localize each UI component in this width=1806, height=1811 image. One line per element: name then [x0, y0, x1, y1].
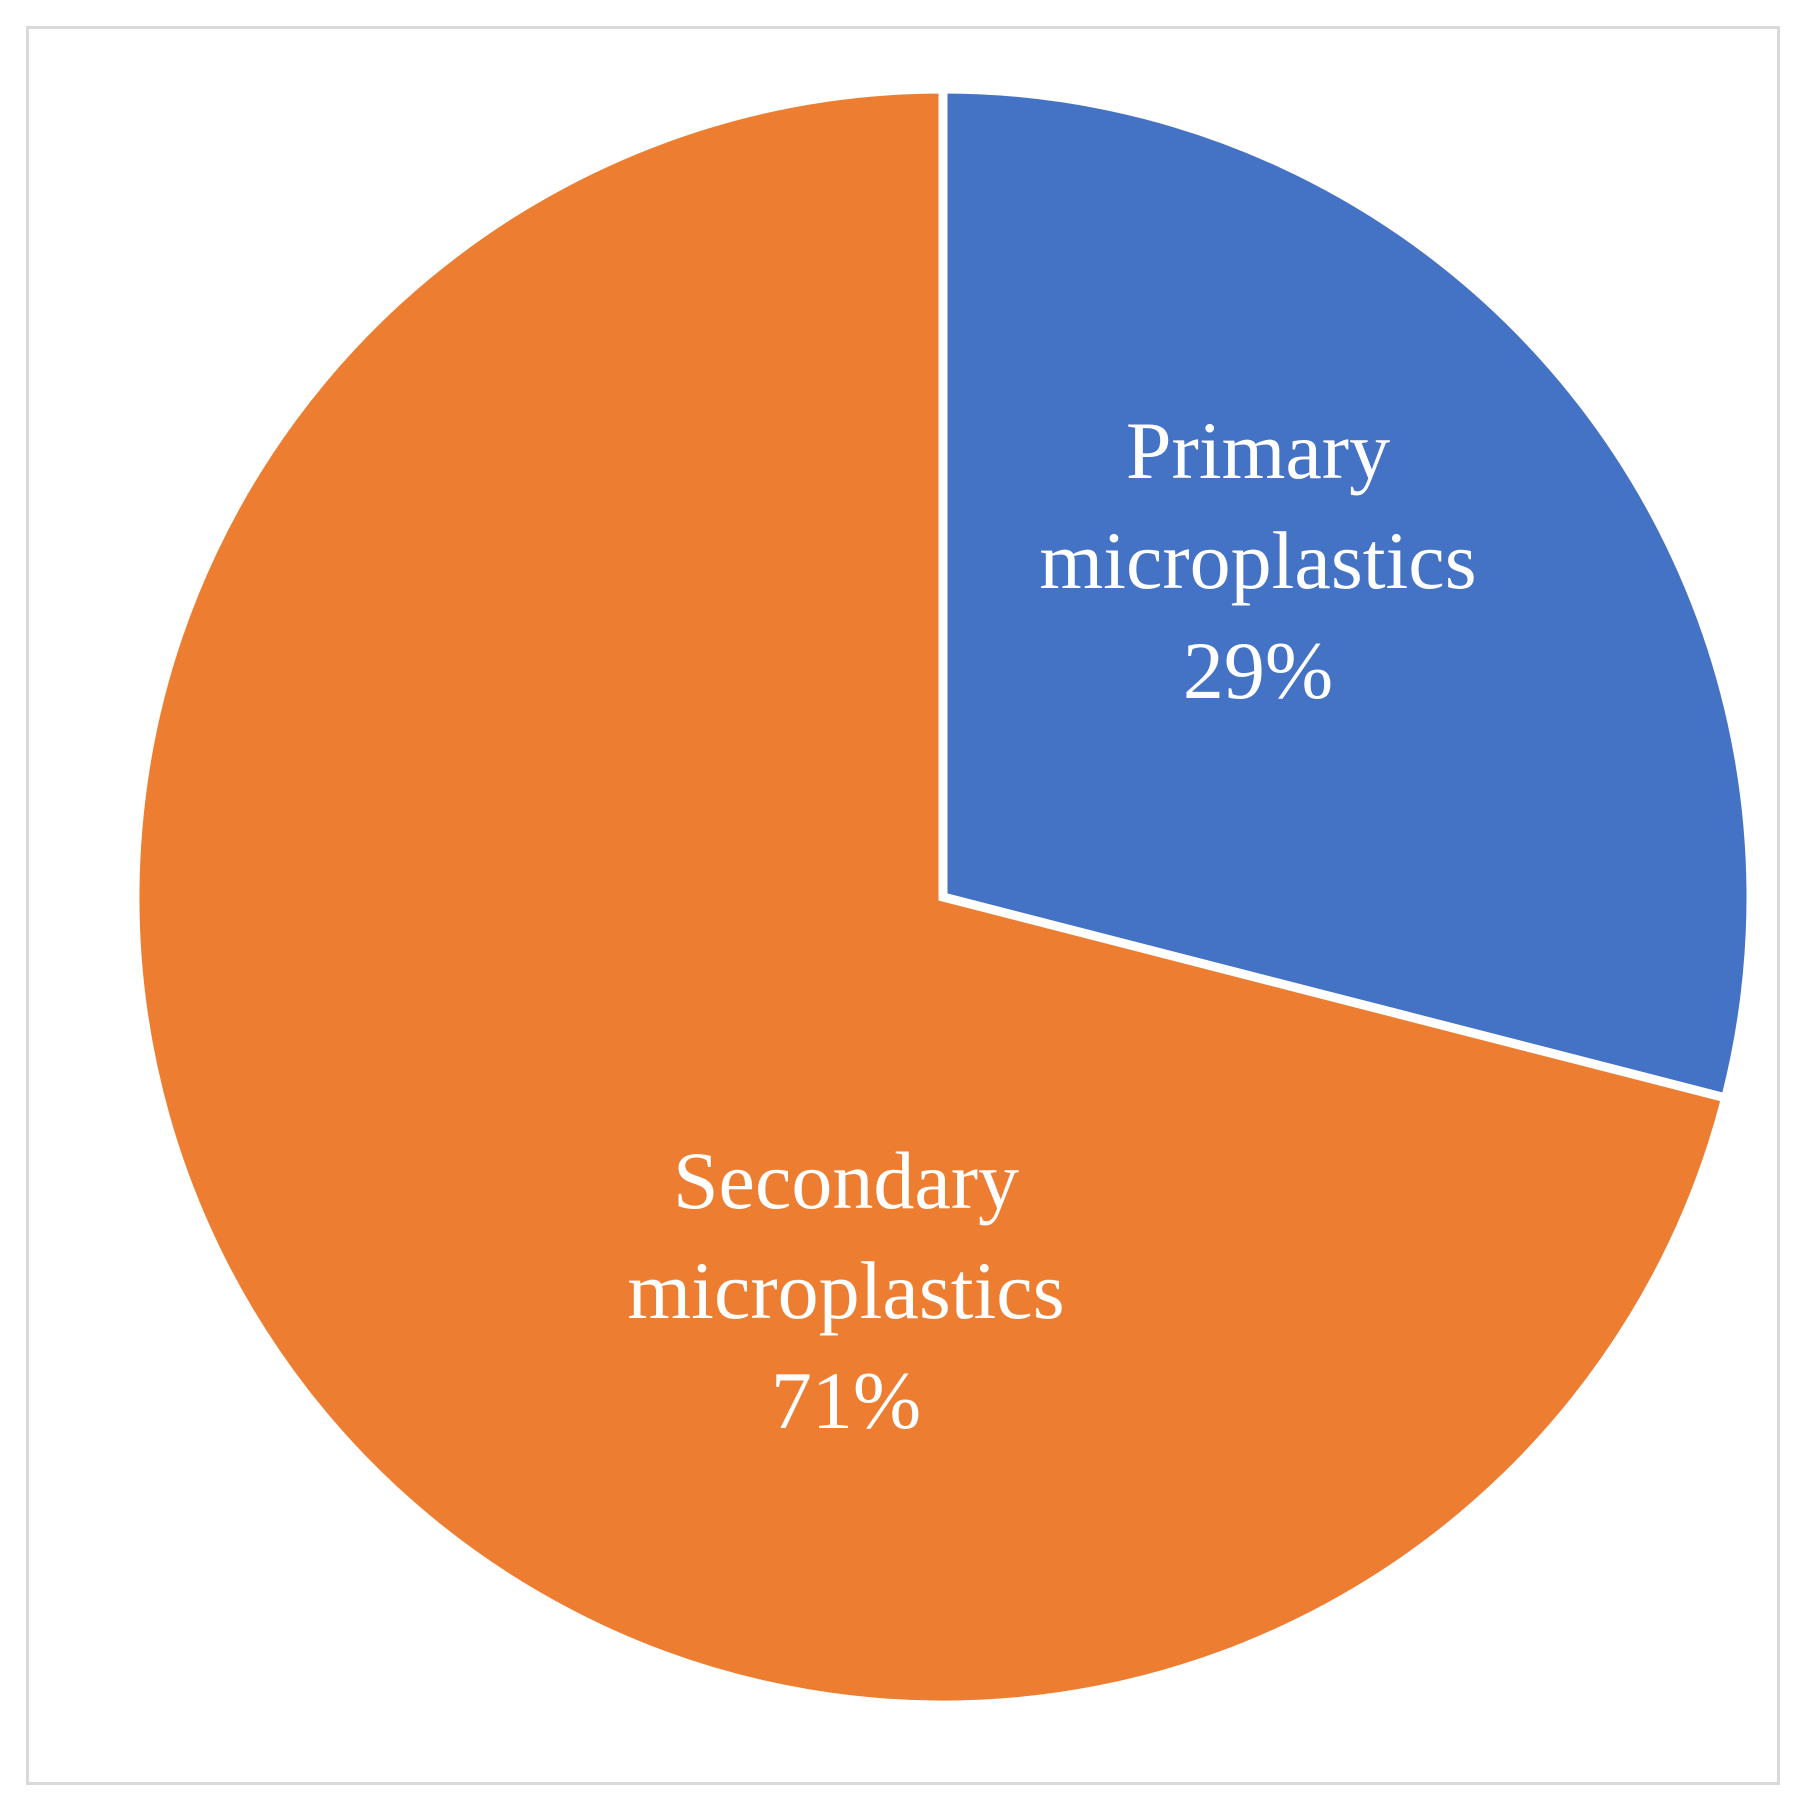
pie-labels: Primary microplastics 29% Secondary micr…: [627, 405, 1476, 1446]
slice-label-primary-percent: 29%: [1183, 625, 1333, 716]
pie-slice-primary: [938, 84, 1756, 1104]
slice-label-secondary-line1: Secondary: [673, 1135, 1019, 1226]
slice-label-secondary-line2: microplastics: [627, 1245, 1064, 1336]
slice-label-secondary-percent: 71%: [771, 1355, 921, 1446]
slice-label-primary-line1: Primary: [1126, 405, 1390, 496]
pie-slice-secondary: [130, 84, 1732, 1710]
pie-slices: [130, 84, 1756, 1710]
slice-label-primary-line2: microplastics: [1039, 515, 1476, 606]
